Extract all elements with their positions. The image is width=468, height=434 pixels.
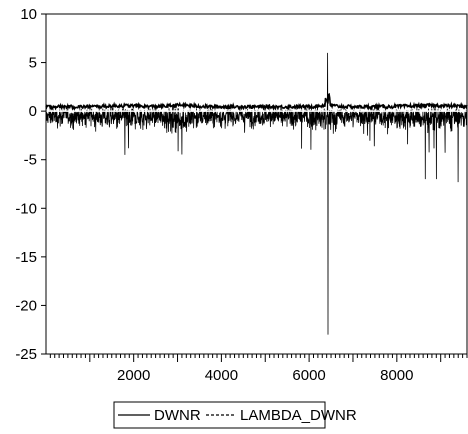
legend: DWNR LAMBDA_DWNR <box>113 401 357 429</box>
y-tick-label: -10 <box>15 200 37 217</box>
line-lambda-dwnr <box>45 92 468 112</box>
y-tick-label: 5 <box>29 55 37 72</box>
legend-box <box>113 401 326 429</box>
y-tick-label: 0 <box>29 103 37 120</box>
x-tick-label: 2000 <box>117 367 150 384</box>
x-axis-ticks: 2000 4000 6000 8000 <box>49 354 468 384</box>
y-tick-label: -25 <box>15 346 37 363</box>
y-tick-label: -5 <box>24 152 37 169</box>
y-tick-label: 10 <box>20 6 37 23</box>
x-tick-label: 8000 <box>380 367 413 384</box>
line-dwnr <box>45 52 468 335</box>
legend-label-dwnr: DWNR <box>154 407 201 424</box>
y-tick-label: -20 <box>15 297 37 314</box>
series-lambda-dwnr <box>45 92 468 112</box>
x-tick-label: 4000 <box>205 367 238 384</box>
series-dwnr <box>45 52 468 335</box>
plot-area-frame <box>45 13 468 355</box>
y-axis-ticks: 10 5 0 -5 -10 -15 -20 -25 <box>15 6 46 363</box>
legend-label-lambda-dwnr: LAMBDA_DWNR <box>240 407 357 424</box>
y-tick-label: -15 <box>15 249 37 266</box>
x-tick-label: 6000 <box>292 367 325 384</box>
